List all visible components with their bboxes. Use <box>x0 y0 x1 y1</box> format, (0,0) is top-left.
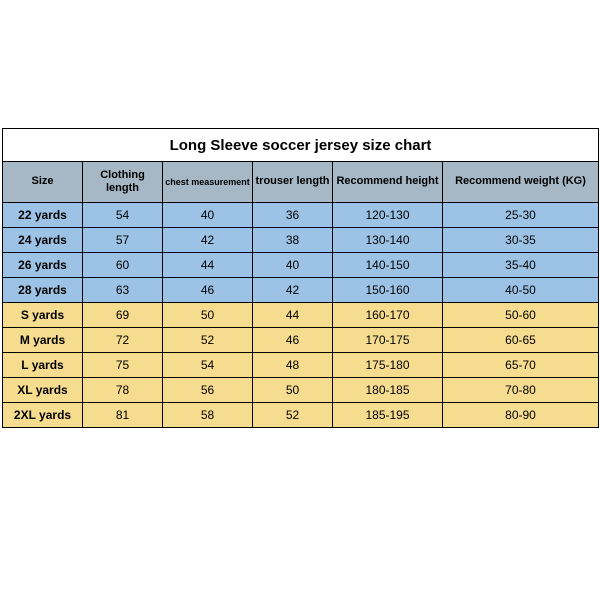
title-row: Long Sleeve soccer jersey size chart <box>3 129 599 162</box>
table-row: 24 yards574238130-14030-35 <box>3 228 599 253</box>
cell-height: 160-170 <box>333 303 443 328</box>
cell-weight: 25-30 <box>443 203 599 228</box>
header-chest: chest measurement <box>163 162 253 203</box>
table-row: XL yards785650180-18570-80 <box>3 378 599 403</box>
cell-size: 28 yards <box>3 278 83 303</box>
header-size: Size <box>3 162 83 203</box>
cell-chest: 42 <box>163 228 253 253</box>
cell-clothing: 78 <box>83 378 163 403</box>
cell-chest: 52 <box>163 328 253 353</box>
cell-size: 24 yards <box>3 228 83 253</box>
cell-chest: 54 <box>163 353 253 378</box>
cell-trouser: 36 <box>253 203 333 228</box>
cell-weight: 50-60 <box>443 303 599 328</box>
cell-chest: 50 <box>163 303 253 328</box>
cell-height: 140-150 <box>333 253 443 278</box>
cell-chest: 46 <box>163 278 253 303</box>
cell-size: 22 yards <box>3 203 83 228</box>
cell-chest: 58 <box>163 403 253 428</box>
size-chart-table: Long Sleeve soccer jersey size chartSize… <box>2 128 599 428</box>
chart-title: Long Sleeve soccer jersey size chart <box>3 129 599 162</box>
cell-size: 26 yards <box>3 253 83 278</box>
cell-clothing: 75 <box>83 353 163 378</box>
header-height: Recommend height <box>333 162 443 203</box>
table-row: M yards725246170-17560-65 <box>3 328 599 353</box>
cell-height: 150-160 <box>333 278 443 303</box>
header-row: SizeClothing lengthchest measurementtrou… <box>3 162 599 203</box>
cell-height: 185-195 <box>333 403 443 428</box>
cell-height: 130-140 <box>333 228 443 253</box>
table-row: 26 yards604440140-15035-40 <box>3 253 599 278</box>
header-clothing: Clothing length <box>83 162 163 203</box>
cell-size: L yards <box>3 353 83 378</box>
cell-trouser: 38 <box>253 228 333 253</box>
cell-size: XL yards <box>3 378 83 403</box>
page-root: Long Sleeve soccer jersey size chartSize… <box>0 0 600 600</box>
cell-size: S yards <box>3 303 83 328</box>
cell-clothing: 81 <box>83 403 163 428</box>
cell-weight: 65-70 <box>443 353 599 378</box>
cell-clothing: 63 <box>83 278 163 303</box>
cell-chest: 56 <box>163 378 253 403</box>
cell-trouser: 50 <box>253 378 333 403</box>
cell-height: 175-180 <box>333 353 443 378</box>
table-row: 28 yards634642150-16040-50 <box>3 278 599 303</box>
cell-chest: 44 <box>163 253 253 278</box>
cell-weight: 30-35 <box>443 228 599 253</box>
cell-clothing: 57 <box>83 228 163 253</box>
cell-weight: 60-65 <box>443 328 599 353</box>
table-row: 22 yards544036120-13025-30 <box>3 203 599 228</box>
cell-clothing: 69 <box>83 303 163 328</box>
cell-height: 180-185 <box>333 378 443 403</box>
table-row: S yards695044160-17050-60 <box>3 303 599 328</box>
table-row: L yards755448175-18065-70 <box>3 353 599 378</box>
cell-size: 2XL yards <box>3 403 83 428</box>
size-chart-container: Long Sleeve soccer jersey size chartSize… <box>2 128 598 428</box>
cell-size: M yards <box>3 328 83 353</box>
cell-trouser: 40 <box>253 253 333 278</box>
cell-trouser: 42 <box>253 278 333 303</box>
cell-height: 120-130 <box>333 203 443 228</box>
cell-trouser: 46 <box>253 328 333 353</box>
cell-height: 170-175 <box>333 328 443 353</box>
cell-clothing: 60 <box>83 253 163 278</box>
header-trouser: trouser length <box>253 162 333 203</box>
cell-trouser: 44 <box>253 303 333 328</box>
cell-trouser: 52 <box>253 403 333 428</box>
cell-weight: 35-40 <box>443 253 599 278</box>
cell-weight: 80-90 <box>443 403 599 428</box>
table-row: 2XL yards815852185-19580-90 <box>3 403 599 428</box>
cell-clothing: 72 <box>83 328 163 353</box>
cell-weight: 40-50 <box>443 278 599 303</box>
cell-weight: 70-80 <box>443 378 599 403</box>
cell-clothing: 54 <box>83 203 163 228</box>
header-weight: Recommend weight (KG) <box>443 162 599 203</box>
cell-chest: 40 <box>163 203 253 228</box>
cell-trouser: 48 <box>253 353 333 378</box>
